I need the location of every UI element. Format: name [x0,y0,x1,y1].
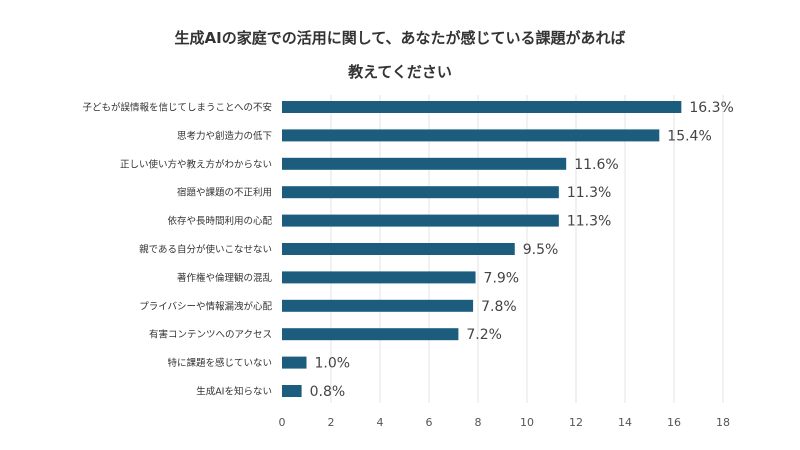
data-label: 7.2% [466,327,502,343]
x-tick-label: 0 [279,416,286,429]
chart-title-line-1: 生成AIの家庭での活用に関して、あなたが感じている課題があれば [175,29,626,47]
bar [282,186,559,199]
x-tick-label: 14 [618,416,632,429]
x-tick-label: 16 [667,416,681,429]
data-label: 1.0% [315,356,351,372]
x-tick-label: 8 [475,416,482,429]
category-label: プライバシーや情報漏洩が心配 [139,300,272,312]
data-label: 7.8% [481,299,517,315]
x-tick-label: 12 [569,416,583,429]
bar [282,328,459,341]
bar [282,243,515,255]
bar [282,129,660,142]
bar [282,214,559,227]
category-label: 思考力や創造力の低下 [177,130,272,142]
category-label: 生成AIを知らない [196,386,272,398]
data-label: 7.9% [484,270,520,286]
bar [282,385,302,397]
data-label: 11.6% [574,157,618,173]
x-tick-label: 10 [520,416,534,429]
bar [282,271,476,284]
bar [282,356,307,369]
x-tick-label: 18 [716,416,730,429]
category-label: 親である自分が使いこなせない [139,244,272,256]
data-label: 15.4% [667,128,711,144]
category-label: 特に課題を感じていない [167,357,272,369]
category-label: 宿題や課題の不正利用 [177,187,272,199]
data-label: 11.3% [567,214,611,230]
bar [282,157,567,170]
chart-title-line-2: 教えてください [347,63,452,81]
bar [282,101,682,113]
x-tick-label: 4 [377,416,384,429]
category-label: 子どもが誤情報を信じてしまうことへの不安 [82,102,272,114]
data-label: 9.5% [523,242,559,258]
data-label: 11.3% [567,185,611,201]
x-tick-label: 6 [426,416,433,429]
bar [282,299,474,312]
data-label: 16.3% [689,100,733,116]
category-label: 依存や長時間利用の心配 [167,215,272,227]
category-label: 有害コンテンツへのアクセス [149,329,272,341]
category-label: 正しい使い方や教え方がわからない [120,158,272,170]
category-label: 著作権や倫理観の混乱 [177,272,273,284]
data-label: 0.8% [310,384,346,400]
x-tick-label: 2 [328,416,335,429]
